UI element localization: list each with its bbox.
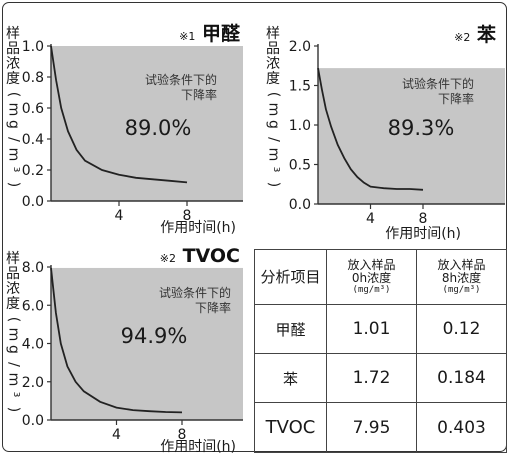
y-tick-label: 1.0 xyxy=(22,39,44,55)
y-tick-label: 1.5 xyxy=(289,79,311,95)
annotation-text: 下降率 xyxy=(181,87,217,102)
x-tick-label: 4 xyxy=(366,211,375,227)
y-tick-label: 0.4 xyxy=(22,132,44,148)
header-main: 放入样品 xyxy=(437,257,486,272)
x-tick-label: 8 xyxy=(178,427,187,443)
chart-marker: ※2 xyxy=(160,252,176,265)
header-unit: (mg/m³) xyxy=(352,284,391,295)
table-row: 甲醛 1.01 0.12 xyxy=(254,304,507,354)
chart-title-text: 甲醛 xyxy=(195,22,241,45)
annotation-text: 下降率 xyxy=(195,300,231,315)
y-axis-label: 样品浓度(m g / m ³) xyxy=(5,26,22,188)
row-item-name: TVOC xyxy=(254,402,327,453)
y-tick-label: 0.8 xyxy=(22,70,44,86)
x-tick-label: 8 xyxy=(183,208,192,224)
x-tick-label: 4 xyxy=(112,427,121,443)
y-tick-label: 6.0 xyxy=(22,298,44,314)
y-tick-label: 8.0 xyxy=(22,260,44,276)
table-header-8h: 放入样品 8h浓度 (mg/m³) xyxy=(416,249,507,305)
y-tick-label: 0.0 xyxy=(22,194,44,210)
annotation-text: 试验条件下的 xyxy=(159,285,231,300)
y-tick-label: 2.0 xyxy=(289,39,311,55)
chart-title-text: TVOC xyxy=(176,245,240,267)
y-tick-label: 2.0 xyxy=(22,375,44,391)
y-tick-label: 0.0 xyxy=(22,413,44,429)
chart-title: ※2 苯 xyxy=(454,23,496,46)
row-item-name: 甲醛 xyxy=(254,304,327,354)
row-0h-value: 1.72 xyxy=(326,353,417,403)
reduction-rate: 94.9% xyxy=(121,324,188,348)
row-0h-value: 1.01 xyxy=(326,304,417,354)
annotation-text: 下降率 xyxy=(438,91,474,106)
chart-title-text: 苯 xyxy=(470,23,496,46)
header-unit: (mg/m³) xyxy=(442,284,481,295)
chart-marker: ※2 xyxy=(454,31,470,44)
results-table: 分析项目 放入样品 0h浓度 (mg/m³) 放入样品 8h浓度 (mg/m³)… xyxy=(254,249,507,453)
reduction-rate: 89.3% xyxy=(388,116,455,140)
decay-curve-line xyxy=(317,67,424,191)
x-axis-label: 作用时间(h) xyxy=(160,220,236,236)
x-tick-label: 4 xyxy=(115,208,124,224)
row-8h-value: 0.403 xyxy=(416,402,507,453)
shaded-region xyxy=(51,267,243,420)
shaded-region xyxy=(318,68,505,205)
table-header-item: 分析项目 xyxy=(254,249,327,305)
table-row: 苯 1.72 0.184 xyxy=(254,353,507,403)
y-tick-label: 0.0 xyxy=(289,197,311,213)
table-row: TVOC 7.95 0.403 xyxy=(254,402,507,453)
decay-curve-line xyxy=(50,45,188,184)
shaded-region xyxy=(51,46,243,201)
reduction-rate: 89.0% xyxy=(125,116,192,140)
header-sub: 8h浓度 xyxy=(441,270,482,285)
row-item-name: 苯 xyxy=(254,353,327,403)
x-axis-label: 作用时间(h) xyxy=(160,439,236,455)
annotation-text: 试验条件下的 xyxy=(145,72,217,87)
y-tick-label: 0.5 xyxy=(289,158,311,174)
row-0h-value: 7.95 xyxy=(326,402,417,453)
y-tick-label: 0.2 xyxy=(22,163,44,179)
y-axis-label: 样品浓度(m g / m ³) xyxy=(265,26,282,188)
x-tick-label: 8 xyxy=(419,211,428,227)
y-axis-label: 样品浓度(m g / m ³) xyxy=(5,251,22,413)
row-8h-value: 0.184 xyxy=(416,353,507,403)
table-header-0h: 放入样品 0h浓度 (mg/m³) xyxy=(326,249,417,305)
header-sub: 0h浓度 xyxy=(351,270,392,285)
chart-title: ※1 甲醛 xyxy=(179,22,241,45)
y-tick-label: 1.0 xyxy=(289,118,311,134)
chart-title: ※2 TVOC xyxy=(160,245,240,267)
row-8h-value: 0.12 xyxy=(416,304,507,354)
x-axis-label: 作用时间(h) xyxy=(385,226,461,242)
decay-curve-line xyxy=(50,267,183,414)
y-tick-label: 4.0 xyxy=(22,337,44,353)
header-main: 放入样品 xyxy=(347,257,396,272)
chart-marker: ※1 xyxy=(179,30,195,43)
annotation-text: 试验条件下的 xyxy=(402,76,474,91)
y-tick-label: 0.6 xyxy=(22,101,44,117)
